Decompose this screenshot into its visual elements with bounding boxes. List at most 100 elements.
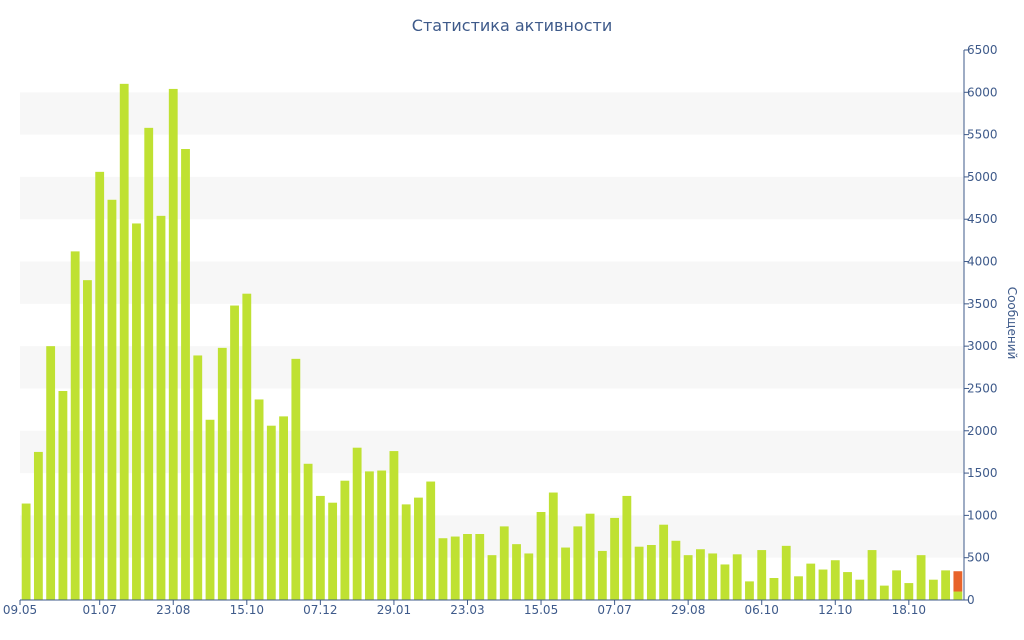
x-tick-label: 12.10 <box>818 603 852 617</box>
bar <box>58 391 68 600</box>
bar <box>144 127 154 600</box>
bar <box>438 538 448 600</box>
x-tick-label: 15.10 <box>230 603 264 617</box>
bar <box>561 547 570 600</box>
grid-band <box>20 176 964 220</box>
y-tick-label: 3500 <box>967 297 998 311</box>
x-tick-label: 07.07 <box>597 603 631 617</box>
bar <box>156 215 166 600</box>
bar <box>855 579 865 600</box>
y-axis: 0 500 1000 1500 2000 2500 3000 3500 4000 4500 5000… <box>963 43 998 607</box>
bar <box>769 578 779 600</box>
bar <box>818 569 828 600</box>
bar <box>377 470 387 600</box>
bar <box>597 550 607 600</box>
bar <box>867 550 877 600</box>
bar <box>524 553 534 600</box>
bar <box>794 576 803 600</box>
bar <box>904 583 914 600</box>
bar <box>70 251 80 600</box>
y-tick-label: 4500 <box>967 212 998 226</box>
x-tick-label: 29.08 <box>671 603 705 617</box>
bar <box>242 293 252 600</box>
y-tick-label: 5500 <box>967 128 998 142</box>
y-tick-label: 6500 <box>967 43 998 57</box>
bar <box>941 570 951 600</box>
bar <box>475 534 485 600</box>
bar <box>610 517 620 600</box>
bar <box>548 492 558 600</box>
bar <box>33 451 43 600</box>
bar <box>254 399 264 600</box>
y-tick-label: 1000 <box>967 508 998 522</box>
bar <box>536 512 546 600</box>
bar <box>708 553 718 600</box>
bar <box>830 560 840 600</box>
bar <box>328 502 338 600</box>
bar <box>389 451 399 600</box>
bar <box>487 555 497 600</box>
bar <box>291 358 301 600</box>
bar <box>892 570 901 600</box>
y-tick-label: 2000 <box>967 424 998 438</box>
y-tick-label: 3000 <box>967 339 998 353</box>
bar <box>107 199 117 600</box>
bar <box>745 581 754 600</box>
bar <box>168 88 178 600</box>
bar <box>315 495 325 600</box>
bar <box>720 564 730 600</box>
y-tick-label: 6000 <box>967 85 998 99</box>
x-tick-label: 09.05 <box>3 603 37 617</box>
bar <box>916 555 926 600</box>
bar <box>512 544 521 600</box>
y-tick-label: 500 <box>967 551 990 565</box>
grid-band <box>20 92 964 135</box>
bar <box>659 524 669 600</box>
bar <box>426 481 436 600</box>
bar-current-base <box>953 591 963 600</box>
bar <box>352 447 362 600</box>
bar <box>303 463 313 600</box>
bar <box>364 471 374 600</box>
y-tick-label: 0 <box>967 593 975 607</box>
x-tick-label: 29.01 <box>377 603 411 617</box>
bar <box>205 419 215 600</box>
bar <box>21 503 31 600</box>
x-tick-label: 07.12 <box>303 603 337 617</box>
bar <box>95 171 105 600</box>
bar <box>646 545 656 600</box>
bar-current <box>953 571 963 592</box>
bar <box>217 347 227 600</box>
bar <box>119 83 129 601</box>
x-axis: 09.05 01.07 23.08 15.10 07.12 29.01 23.03 15.05… <box>3 599 964 617</box>
bar <box>928 579 938 600</box>
bar <box>450 536 460 600</box>
x-tick-label: 23.08 <box>156 603 190 617</box>
bar <box>340 480 350 600</box>
chart-title: Статистика активности <box>412 16 612 35</box>
bar <box>683 555 693 600</box>
bar <box>193 355 203 600</box>
bar <box>781 545 791 600</box>
bar <box>83 280 92 600</box>
bar <box>132 223 141 600</box>
y-axis-label: Сообщений <box>1005 287 1019 360</box>
bar <box>181 149 190 600</box>
bar <box>401 504 411 600</box>
bar <box>585 513 595 600</box>
bar <box>634 546 644 600</box>
bar <box>843 572 852 600</box>
y-tick-label: 4000 <box>967 255 998 269</box>
bar <box>46 346 56 600</box>
bar <box>266 425 276 600</box>
bar <box>696 549 705 600</box>
bar <box>573 526 583 600</box>
x-tick-label: 18.10 <box>892 603 926 617</box>
bar <box>230 305 239 600</box>
bar <box>732 554 742 600</box>
x-tick-label: 01.07 <box>83 603 117 617</box>
bar <box>806 563 816 600</box>
x-tick-label: 15.05 <box>524 603 558 617</box>
bar <box>879 585 889 600</box>
